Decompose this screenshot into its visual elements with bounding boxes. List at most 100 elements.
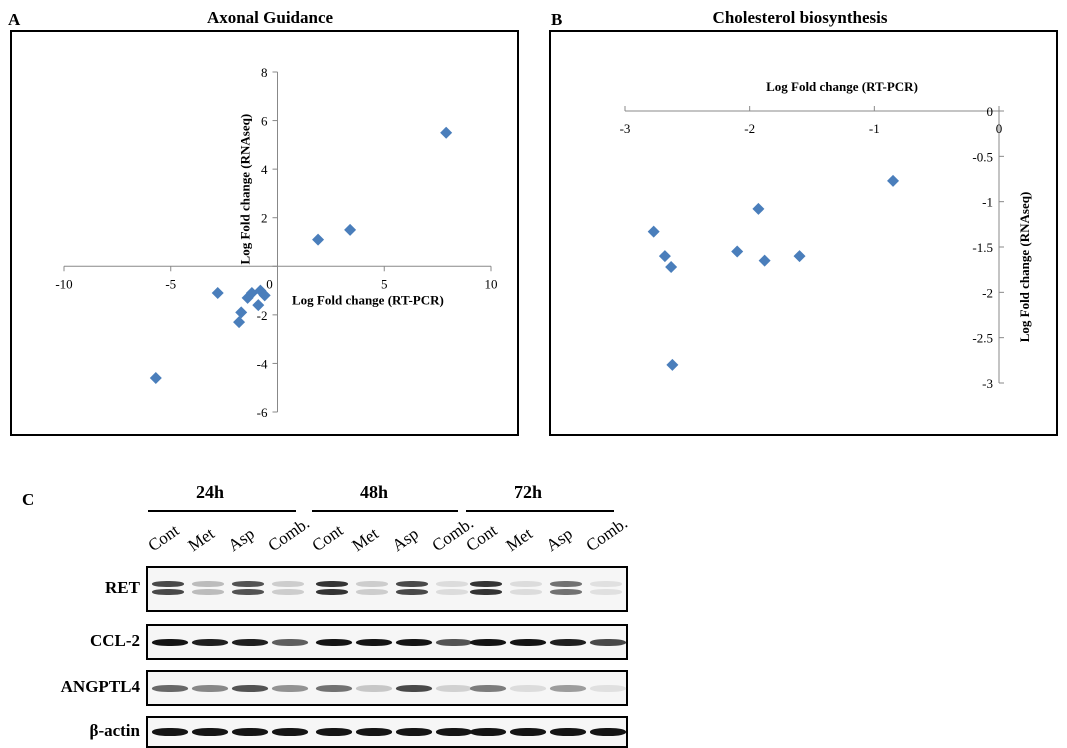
blot-band [590, 580, 622, 587]
chart-a-x-tick-label: 5 [381, 276, 388, 291]
blot-band [192, 638, 228, 646]
chart-a-data-point [344, 223, 357, 236]
chart-a-y-tick-label: 2 [261, 211, 268, 226]
blot-band [356, 580, 388, 587]
lane-label: Met [502, 523, 536, 556]
blot-band [152, 588, 184, 595]
blot-band [510, 684, 546, 692]
chart-b-y-tick-label: -2.5 [972, 331, 993, 346]
blot-band [356, 728, 392, 736]
blot-row-label: RET [105, 578, 140, 597]
blot-band [396, 588, 428, 595]
blot-band [316, 728, 352, 736]
timepoint-label: 72h [514, 482, 543, 502]
blot-band [510, 728, 546, 736]
chart-a-plot: -10 -5 0 5 10 -6 -4 -2 2 4 6 8 Log Fold change (RT-P… [55, 65, 498, 420]
chart-b-y-tick-label: -3 [982, 376, 993, 391]
blot-band [550, 728, 586, 736]
blot-band [590, 588, 622, 595]
timepoint-bracket [148, 510, 296, 512]
timepoint-bracket [466, 510, 614, 512]
lane-label: Comb. [582, 513, 631, 556]
blot-band [590, 728, 626, 736]
chart-a-x-tick-label: 10 [485, 276, 498, 291]
lane-label: Met [348, 523, 382, 556]
blot-band [232, 728, 268, 736]
chart-a-y-tick-label: -4 [257, 356, 268, 371]
blot-band [272, 684, 308, 692]
blot-band [590, 638, 626, 646]
chart-b-y-tick-label: -1 [982, 195, 993, 210]
chart-a-data-point [235, 306, 248, 319]
chart-b-y-tick-label: 0 [987, 104, 994, 119]
blot-band [510, 638, 546, 646]
blot-band [470, 638, 506, 646]
blot-band [232, 588, 264, 595]
blot-band [356, 638, 392, 646]
blot-band [272, 580, 304, 587]
blot-band [436, 638, 472, 646]
chart-b-data-point [647, 225, 660, 238]
blot-strip [146, 624, 628, 660]
chart-b-data-point [793, 250, 806, 263]
blot-band [436, 588, 468, 595]
chart-a-data-point [245, 287, 258, 299]
chart-a-x-tick-label: -5 [165, 276, 176, 291]
chart-a-data-point [211, 287, 224, 299]
blot-band [396, 684, 432, 692]
lane-label: Cont [308, 520, 347, 556]
blot-band [356, 684, 392, 692]
chart-a-y-axis-title: Log Fold change (RNAseq) [238, 114, 253, 265]
chart-b-y-tick-label: -0.5 [972, 149, 993, 164]
chart-a-data-point [149, 372, 162, 384]
blot-band [316, 588, 348, 595]
blot-band [272, 638, 308, 646]
blot-row-label: CCL-2 [89, 631, 140, 650]
chart-a-x-tick-label: 0 [266, 276, 273, 291]
chart-a-y-tick-label: -2 [257, 308, 268, 323]
chart-b-y-tick-label: -1.5 [972, 240, 993, 255]
chart-b-frame: -3 -2 -1 0 0 -0.5 -1 -1.5 -2 -2.5 -3 Log Fold chang… [549, 30, 1058, 436]
chart-b-x-tick-label: -3 [620, 121, 631, 136]
blot-strip [146, 566, 628, 612]
blot-row-label: β-actin [89, 721, 140, 740]
chart-b-data-point [665, 260, 678, 273]
chart-b-data-point [666, 358, 679, 371]
chart-a-y-tick-label: -6 [257, 405, 268, 420]
blot-band [192, 580, 224, 587]
blot-band [152, 728, 188, 736]
blot-band [470, 588, 502, 595]
blot-band [590, 684, 626, 692]
blot-band [192, 684, 228, 692]
blot-strip [146, 716, 628, 748]
blot-band [272, 728, 308, 736]
blot-band [550, 580, 582, 587]
blot-band [152, 580, 184, 587]
chart-b-data-point [658, 250, 671, 263]
blot-band [470, 684, 506, 692]
blot-band [316, 638, 352, 646]
blot-band [510, 588, 542, 595]
chart-b-x-tick-label: -2 [744, 121, 755, 136]
chart-a-y-tick-label: 4 [261, 162, 268, 177]
chart-b-x-tick-label: -1 [869, 121, 880, 136]
blot-band [272, 588, 304, 595]
blot-band [396, 728, 432, 736]
lane-label: Asp [224, 523, 258, 556]
panel-a-title: Axonal Guidance [206, 8, 334, 27]
blot-band [356, 588, 388, 595]
chart-b-y-tick-label: -2 [982, 285, 993, 300]
blot-band [470, 728, 506, 736]
blot-band [510, 580, 542, 587]
chart-b-x-axis-title: Log Fold change (RT-PCR) [766, 79, 918, 94]
timepoint-bracket [312, 510, 458, 512]
chart-a-x-axis-title: Log Fold change (RT-PCR) [292, 292, 444, 307]
blot-band [232, 638, 268, 646]
chart-a-data-point [233, 316, 246, 329]
blot-band [550, 638, 586, 646]
blot-band [232, 580, 264, 587]
blot-band [470, 580, 502, 587]
lane-label: Met [184, 523, 218, 556]
blot-band [152, 684, 188, 692]
chart-a-frame: -10 -5 0 5 10 -6 -4 -2 2 4 6 8 Log Fold change (RT-P… [10, 30, 519, 436]
